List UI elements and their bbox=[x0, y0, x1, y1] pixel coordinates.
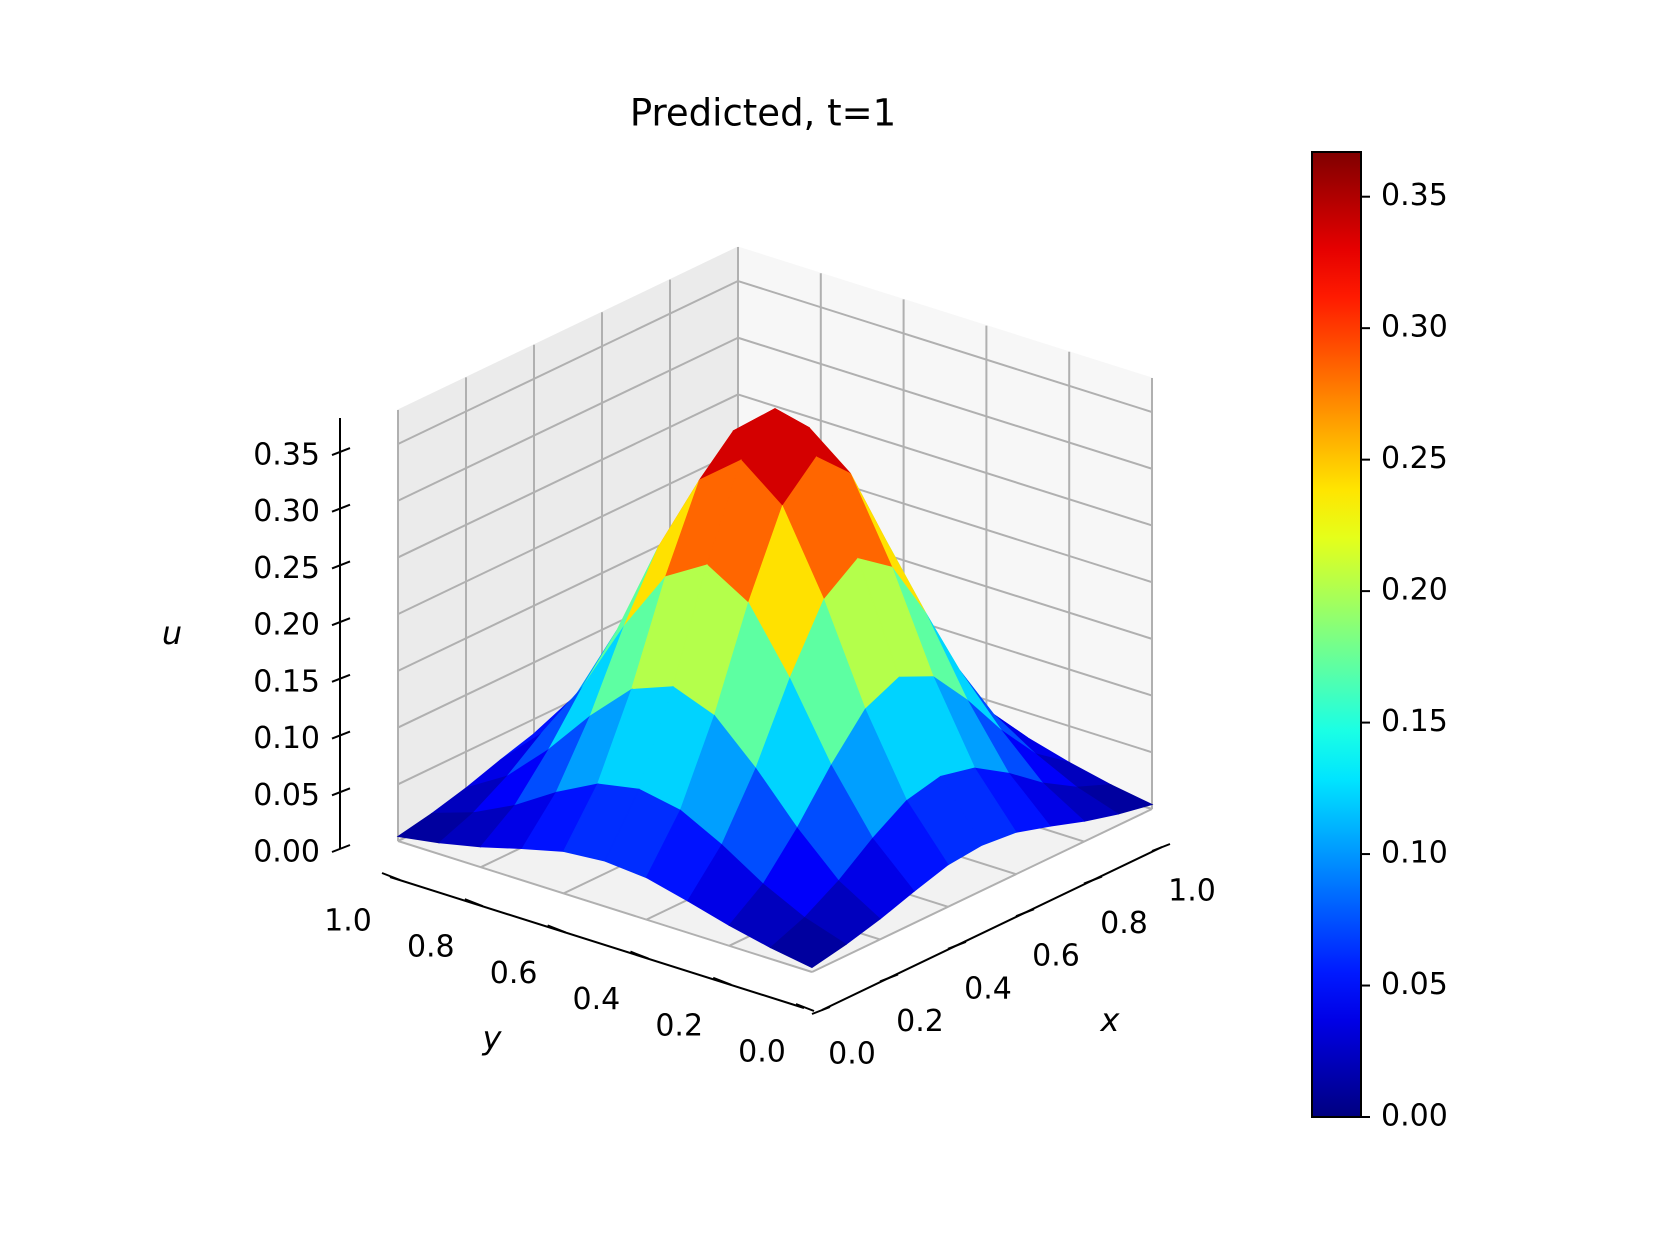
z-tick-label: 0.15 bbox=[253, 664, 320, 699]
grid-line bbox=[737, 280, 1153, 413]
z-tick bbox=[331, 447, 351, 456]
z-tick-label: 0.00 bbox=[253, 835, 320, 870]
colorbar-tick-label: 0.25 bbox=[1381, 441, 1448, 476]
x-tick-label: 1.0 bbox=[1168, 874, 1216, 909]
x-tick bbox=[811, 1006, 831, 1015]
colorbar-tick-label: 0.30 bbox=[1381, 310, 1448, 345]
y-tick bbox=[381, 872, 401, 881]
grid-line bbox=[397, 840, 813, 973]
y-tick bbox=[712, 976, 732, 986]
z-tick bbox=[331, 560, 351, 570]
x-tick bbox=[1083, 875, 1103, 885]
colorbar-tick-label: 0.00 bbox=[1381, 1099, 1448, 1134]
colorbar-tick-label: 0.20 bbox=[1381, 573, 1448, 608]
y-axis-line bbox=[389, 876, 805, 1009]
surface-patch bbox=[769, 916, 847, 969]
y-tick bbox=[630, 950, 649, 960]
x-axis-line bbox=[821, 846, 1163, 1011]
grid-line bbox=[397, 336, 739, 502]
grid-line bbox=[397, 393, 739, 559]
z-tick bbox=[331, 730, 351, 740]
x-tick bbox=[1015, 908, 1035, 918]
x-tick bbox=[879, 973, 899, 983]
x-tick-label: 0.2 bbox=[896, 1004, 944, 1039]
colorbar-tick-label: 0.05 bbox=[1381, 967, 1448, 1002]
y-tick-label: 0.2 bbox=[655, 1008, 703, 1043]
y-tick-label: 0.0 bbox=[738, 1035, 786, 1070]
z-tick-label: 0.25 bbox=[253, 551, 320, 586]
z-axis-label: u bbox=[162, 614, 182, 652]
z-tick-label: 0.35 bbox=[253, 438, 320, 473]
z-tick bbox=[331, 673, 351, 683]
colorbar-tick-label: 0.15 bbox=[1381, 704, 1448, 739]
z-tick-label: 0.30 bbox=[253, 494, 320, 529]
z-tick bbox=[331, 617, 351, 627]
grid-line bbox=[397, 280, 739, 445]
grid-line bbox=[811, 808, 1153, 973]
y-tick bbox=[795, 1003, 815, 1012]
x-tick-label: 0.4 bbox=[964, 971, 1012, 1006]
x-axis-label: x bbox=[1100, 1001, 1121, 1039]
x-tick-label: 0.0 bbox=[828, 1037, 876, 1072]
x-tick-label: 0.8 bbox=[1100, 906, 1148, 941]
chart-title: Predicted, t=1 bbox=[630, 92, 896, 135]
colorbar-tick-label: 0.35 bbox=[1381, 178, 1448, 213]
y-axis-label: y bbox=[482, 1019, 503, 1057]
y-tick-label: 0.4 bbox=[573, 982, 621, 1017]
colorbar-tick-label: 0.10 bbox=[1381, 836, 1448, 871]
colorbar bbox=[1311, 151, 1362, 1118]
grid-line bbox=[737, 336, 1153, 470]
z-tick-label: 0.20 bbox=[253, 608, 320, 643]
x-tick-label: 0.6 bbox=[1032, 939, 1080, 974]
x-tick bbox=[1151, 843, 1171, 852]
x-tick bbox=[947, 940, 967, 950]
y-tick bbox=[547, 924, 566, 934]
y-tick-label: 0.6 bbox=[490, 956, 538, 991]
y-tick-label: 0.8 bbox=[407, 930, 455, 965]
z-tick bbox=[331, 503, 351, 513]
grid-line bbox=[397, 450, 739, 616]
y-tick-label: 1.0 bbox=[324, 904, 372, 939]
z-tick bbox=[331, 787, 351, 797]
z-tick-label: 0.05 bbox=[253, 778, 320, 813]
y-tick bbox=[464, 898, 484, 908]
z-tick-label: 0.10 bbox=[253, 721, 320, 756]
z-tick bbox=[331, 844, 351, 853]
grid-line bbox=[737, 393, 1153, 527]
